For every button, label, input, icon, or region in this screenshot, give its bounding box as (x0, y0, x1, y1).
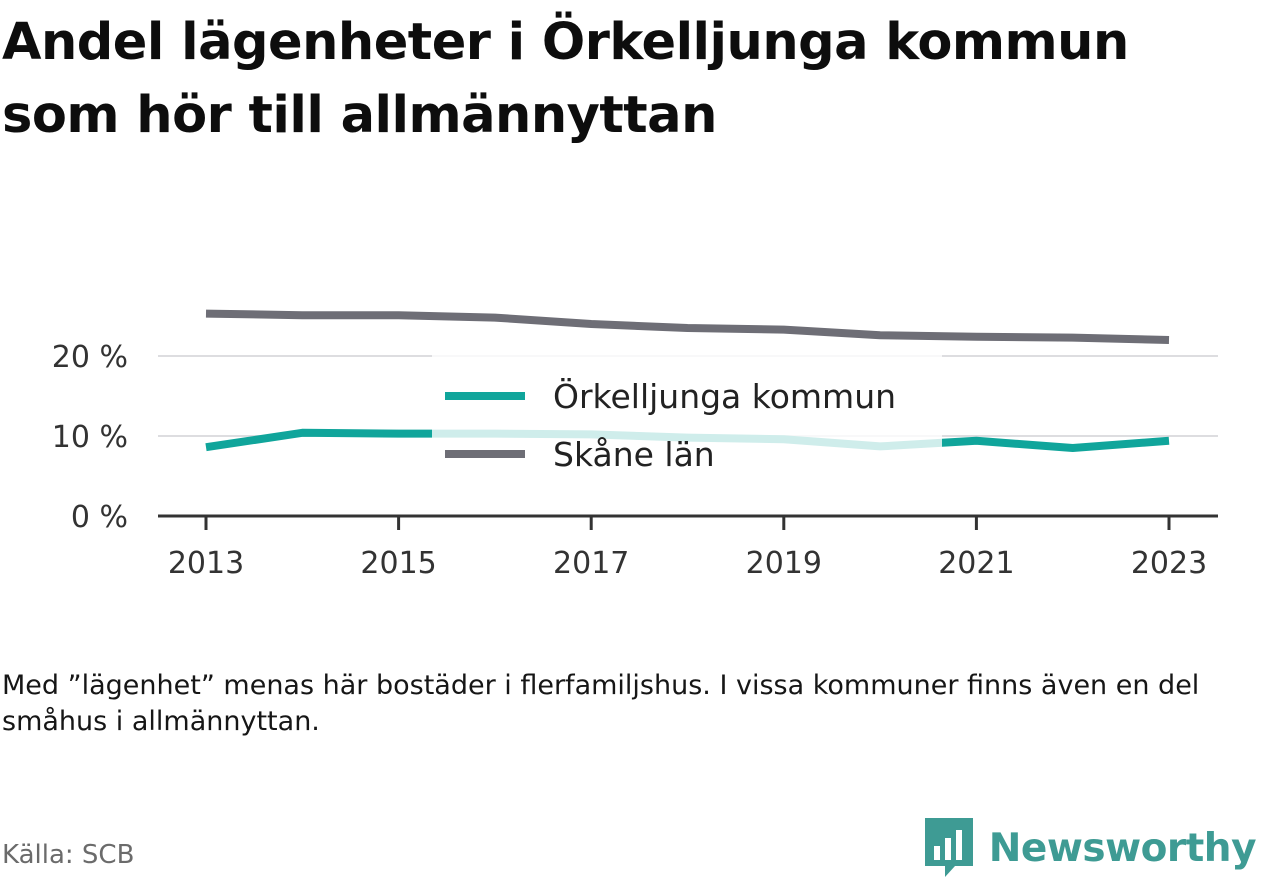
x-tick-label: 2017 (553, 546, 629, 581)
legend-label: Skåne län (553, 435, 715, 474)
chart-title: Andel lägenheter i Örkelljunga kommun so… (2, 13, 1129, 145)
brand-logo: Newsworthy (924, 818, 1257, 878)
brand-name: Newsworthy (988, 825, 1257, 871)
x-tick-label: 2023 (1131, 546, 1207, 581)
y-tick-label: 20 % (52, 340, 128, 375)
legend-background (432, 351, 942, 493)
source-label: Källa: SCB (2, 840, 135, 870)
x-tick-label: 2015 (360, 546, 436, 581)
y-tick-label: 0 % (71, 500, 128, 535)
series-line-skane (205, 309, 1170, 344)
x-tick-label: 2019 (746, 546, 822, 581)
x-tick-label: 2021 (938, 546, 1014, 581)
x-tick-label: 2013 (168, 546, 244, 581)
bar-chart-icon (924, 818, 973, 877)
legend: Örkelljunga kommun Skåne län (432, 351, 942, 493)
axis-layer: 0 % 10 % 20 % 2013 2015 2017 2019 2021 2023 (52, 340, 1218, 581)
legend-label: Örkelljunga kommun (553, 376, 896, 416)
footnote: Med ”lägenhet” menas här bostäder i fler… (2, 670, 1200, 737)
y-tick-label: 10 % (52, 420, 128, 455)
